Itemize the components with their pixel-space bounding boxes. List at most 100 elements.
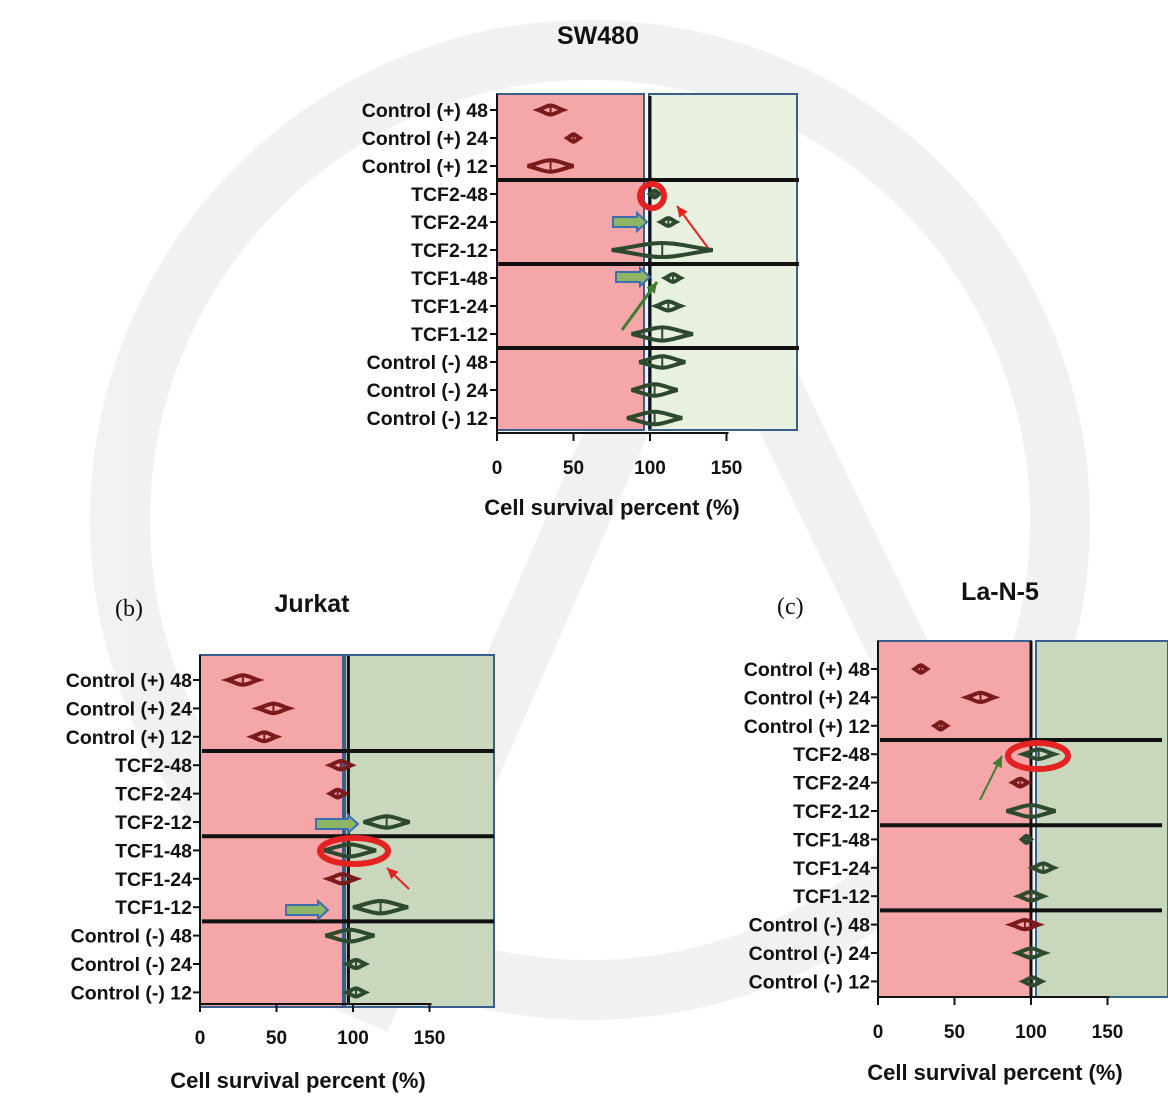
category-label: Control (-) 48	[71, 926, 192, 948]
violin-mark	[246, 730, 283, 744]
category-label: TCF1-48	[115, 840, 192, 862]
violin-mark	[1018, 975, 1047, 988]
violin-mark	[1012, 889, 1050, 903]
green-zone	[1035, 640, 1168, 998]
green-zone	[344, 654, 495, 1008]
category-label: Control (+) 12	[66, 727, 192, 749]
x-tick-label: 150	[1092, 1022, 1124, 1043]
violin-mark	[646, 188, 663, 200]
violin-mark	[325, 787, 350, 800]
violin-mark	[527, 158, 574, 174]
category-label: TCF2-12	[793, 801, 870, 823]
category-label: Control (-) 24	[367, 380, 488, 402]
category-label: Control (-) 48	[367, 352, 488, 374]
violin-mark	[323, 842, 377, 859]
violin-mark	[960, 690, 1001, 705]
violin-mark	[930, 720, 951, 732]
violin-mark	[1016, 747, 1061, 762]
violin-mark	[322, 872, 363, 886]
red-zone	[877, 640, 1032, 998]
category-label: Control (+) 12	[744, 716, 870, 738]
category-label: Control (+) 24	[744, 687, 870, 709]
x-tick-label: 50	[563, 458, 584, 479]
category-label: Control (-) 12	[367, 408, 488, 430]
category-label: Control (+) 24	[66, 698, 192, 720]
category-label: Control (+) 48	[744, 659, 870, 681]
category-label: TCF1-24	[793, 858, 870, 880]
category-label: TCF1-12	[793, 886, 870, 908]
violin-mark	[1004, 917, 1045, 932]
category-label: TCF1-24	[115, 869, 192, 891]
x-axis-label: Cell survival percent (%)	[867, 1060, 1123, 1085]
violin-mark	[1010, 946, 1052, 960]
category-label: TCF1-12	[115, 897, 192, 919]
chart-panel-jurkat: 0 50 100 150 Control (+) 48 Control (+) 24 Con…	[66, 590, 495, 1093]
violin-mark	[341, 957, 371, 971]
violin-mark	[324, 758, 357, 772]
category-label: Control (+) 48	[362, 100, 488, 122]
category-label: Control (-) 24	[749, 943, 870, 965]
arrowhead-icon	[387, 868, 399, 880]
x-tick-label: 150	[711, 458, 743, 479]
x-tick-label: 100	[634, 458, 666, 479]
x-tick-label: 100	[1015, 1022, 1047, 1043]
x-tick-label: 50	[266, 1028, 287, 1049]
violin-mark	[910, 663, 931, 675]
x-tick-label: 150	[414, 1028, 446, 1049]
violin-mark	[532, 103, 569, 117]
category-label: TCF1-48	[793, 829, 870, 851]
block-arrow-icon	[285, 898, 330, 922]
x-axis-label: Cell survival percent (%)	[484, 495, 740, 520]
violin-mark	[251, 701, 296, 716]
x-tick-label: 100	[337, 1028, 369, 1049]
category-label: TCF2-48	[411, 184, 488, 206]
violin-mark	[650, 299, 687, 313]
violin-mark	[631, 325, 694, 343]
block-arrow-icon	[612, 210, 649, 234]
category-label: TCF2-12	[411, 240, 488, 262]
category-label: Control (-) 12	[71, 982, 192, 1004]
chart-title: La-N-5	[961, 578, 1039, 606]
block-arrow-icon	[615, 265, 652, 289]
x-tick-label: 0	[195, 1028, 206, 1049]
category-label: TCF2-24	[115, 784, 192, 806]
x-tick-label: 0	[873, 1022, 884, 1043]
violin-mark	[660, 272, 686, 284]
category-label: TCF2-24	[793, 773, 870, 795]
highlight-circle-icon	[317, 835, 391, 867]
category-label: Control (-) 12	[749, 971, 870, 993]
arrowhead-icon	[992, 756, 1002, 768]
violin-mark	[352, 898, 409, 916]
violin-mark	[1027, 861, 1060, 875]
violin-mark	[324, 927, 375, 944]
violin-mark	[631, 382, 679, 398]
category-label: Control (-) 48	[749, 915, 870, 937]
category-label: TCF2-48	[115, 755, 192, 777]
x-tick-label: 0	[492, 458, 503, 479]
category-label: Control (-) 24	[71, 954, 192, 976]
category-label: TCF1-48	[411, 268, 488, 290]
category-label: TCF1-24	[411, 296, 488, 318]
highlight-circle-icon	[637, 181, 667, 211]
arrowhead-icon	[646, 282, 657, 294]
block-arrow-icon	[315, 812, 360, 836]
category-label: TCF2-24	[411, 212, 488, 234]
category-label: Control (+) 24	[362, 128, 488, 150]
violin-mark	[220, 673, 265, 687]
violin-mark	[1008, 776, 1033, 789]
category-label: TCF2-48	[793, 744, 870, 766]
violin-mark	[656, 216, 681, 228]
panel-label: (c)	[777, 594, 804, 620]
red-zone	[199, 654, 344, 1008]
violin-mark	[341, 986, 371, 999]
x-tick-label: 50	[944, 1022, 965, 1043]
violin-mark	[638, 354, 686, 370]
violin-mark	[626, 409, 683, 427]
violin-mark	[363, 814, 411, 830]
category-label: TCF2-12	[115, 812, 192, 834]
category-label: Control (+) 12	[362, 156, 488, 178]
highlight-circle-icon	[1005, 740, 1071, 772]
chart-panel-sw480: 0 50 100 150 Control (+) 48 Control (+) 24 Con…	[362, 22, 799, 520]
violin-mark	[1006, 803, 1056, 819]
